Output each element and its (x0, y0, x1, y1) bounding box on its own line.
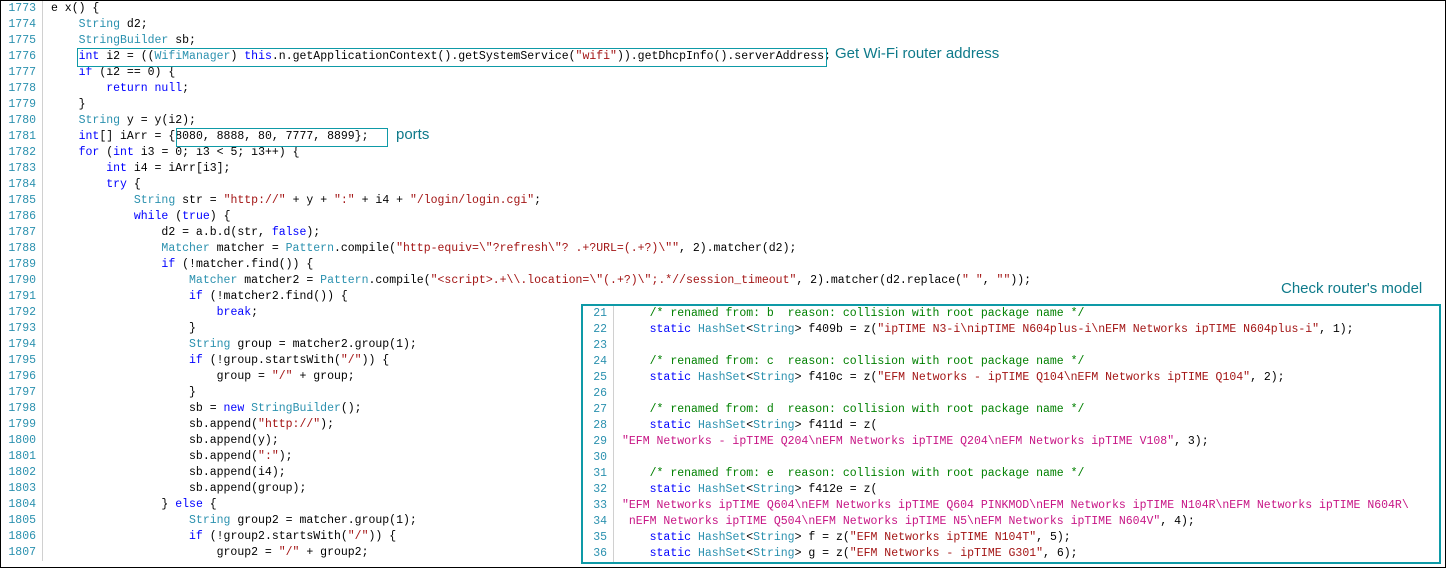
line-number: 36 (583, 546, 613, 562)
line-number: 26 (583, 386, 613, 402)
code-line: 1789 if (!matcher.find()) { (1, 257, 1445, 273)
line-number: 1795 (1, 353, 42, 369)
line-number: 1798 (1, 401, 42, 417)
code-line: 28 static HashSet<String> f411d = z( (583, 418, 1439, 434)
code-line: 36 static HashSet<String> g = z("EFM Net… (583, 546, 1439, 562)
line-number: 1788 (1, 241, 42, 257)
right-code-pane: 21 /* renamed from: b reason: collision … (583, 306, 1439, 562)
line-number: 1791 (1, 289, 42, 305)
code-line: 1775 StringBuilder sb; (1, 33, 1445, 49)
right-code-panel[interactable]: 21 /* renamed from: b reason: collision … (581, 304, 1441, 564)
code-line: 35 static HashSet<String> f = z("EFM Net… (583, 530, 1439, 546)
line-number: 22 (583, 322, 613, 338)
code-line: 33"EFM Networks ipTIME Q604\nEFM Network… (583, 498, 1439, 514)
code-line: 1774 String d2; (1, 17, 1445, 33)
line-number: 1806 (1, 529, 42, 545)
line-number: 1781 (1, 129, 42, 145)
line-number: 29 (583, 434, 613, 450)
code-line: 25 static HashSet<String> f410c = z("EFM… (583, 370, 1439, 386)
line-number: 1792 (1, 305, 42, 321)
line-number: 1794 (1, 337, 42, 353)
code-line: 1779 } (1, 97, 1445, 113)
line-number: 1799 (1, 417, 42, 433)
code-line: 1788 Matcher matcher = Pattern.compile("… (1, 241, 1445, 257)
line-number: 32 (583, 482, 613, 498)
line-number: 1783 (1, 161, 42, 177)
code-line: 29"EFM Networks - ipTIME Q204\nEFM Netwo… (583, 434, 1439, 450)
code-line: 32 static HashSet<String> f412e = z( (583, 482, 1439, 498)
code-line: 24 /* renamed from: c reason: collision … (583, 354, 1439, 370)
code-line: 1784 try { (1, 177, 1445, 193)
code-line: 30 (583, 450, 1439, 466)
code-line: 1786 while (true) { (1, 209, 1445, 225)
line-number: 1775 (1, 33, 42, 49)
line-number: 24 (583, 354, 613, 370)
code-line: 34 nEFM Networks ipTIME Q504\nEFM Networ… (583, 514, 1439, 530)
line-number: 1790 (1, 273, 42, 289)
line-number: 31 (583, 466, 613, 482)
code-line: 1783 int i4 = iArr[i3]; (1, 161, 1445, 177)
code-line: 27 /* renamed from: d reason: collision … (583, 402, 1439, 418)
line-number: 21 (583, 306, 613, 322)
code-line: 31 /* renamed from: e reason: collision … (583, 466, 1439, 482)
line-number: 1801 (1, 449, 42, 465)
code-line: 1781 int[] iArr = {8080, 8888, 80, 7777,… (1, 129, 1445, 145)
line-number: 1796 (1, 369, 42, 385)
line-number: 34 (583, 514, 613, 530)
line-number: 28 (583, 418, 613, 434)
line-number: 1789 (1, 257, 42, 273)
line-number: 1786 (1, 209, 42, 225)
line-number: 1793 (1, 321, 42, 337)
line-number: 25 (583, 370, 613, 386)
line-number: 23 (583, 338, 613, 354)
code-line: 1790 Matcher matcher2 = Pattern.compile(… (1, 273, 1445, 289)
code-line: 23 (583, 338, 1439, 354)
line-number: 27 (583, 402, 613, 418)
code-line: 26 (583, 386, 1439, 402)
code-line: 1782 for (int i3 = 0; i3 < 5; i3++) { (1, 145, 1445, 161)
line-number: 1774 (1, 17, 42, 33)
code-line: 22 static HashSet<String> f409b = z("ipT… (583, 322, 1439, 338)
line-number: 1779 (1, 97, 42, 113)
code-line: 1776 int i2 = ((WifiManager) this.n.getA… (1, 49, 1445, 65)
line-number: 1800 (1, 433, 42, 449)
code-line: 1773e x() { (1, 1, 1445, 17)
code-line: 1778 return null; (1, 81, 1445, 97)
line-number: 1802 (1, 465, 42, 481)
line-number: 35 (583, 530, 613, 546)
line-number: 1804 (1, 497, 42, 513)
code-line: 1777 if (i2 == 0) { (1, 65, 1445, 81)
line-number: 1797 (1, 385, 42, 401)
line-number: 33 (583, 498, 613, 514)
code-line: 21 /* renamed from: b reason: collision … (583, 306, 1439, 322)
code-line: 1780 String y = y(i2); (1, 113, 1445, 129)
line-number: 1773 (1, 1, 42, 17)
line-number: 1805 (1, 513, 42, 529)
line-number: 1780 (1, 113, 42, 129)
code-line: 1791 if (!matcher2.find()) { (1, 289, 1445, 305)
line-number: 1784 (1, 177, 42, 193)
line-number: 1776 (1, 49, 42, 65)
line-number: 1785 (1, 193, 42, 209)
line-number: 1782 (1, 145, 42, 161)
line-number: 1777 (1, 65, 42, 81)
line-number: 1803 (1, 481, 42, 497)
code-line: 1785 String str = "http://" + y + ":" + … (1, 193, 1445, 209)
code-line: 1787 d2 = a.b.d(str, false); (1, 225, 1445, 241)
line-number: 1807 (1, 545, 42, 561)
line-number: 1778 (1, 81, 42, 97)
line-number: 30 (583, 450, 613, 466)
line-number: 1787 (1, 225, 42, 241)
